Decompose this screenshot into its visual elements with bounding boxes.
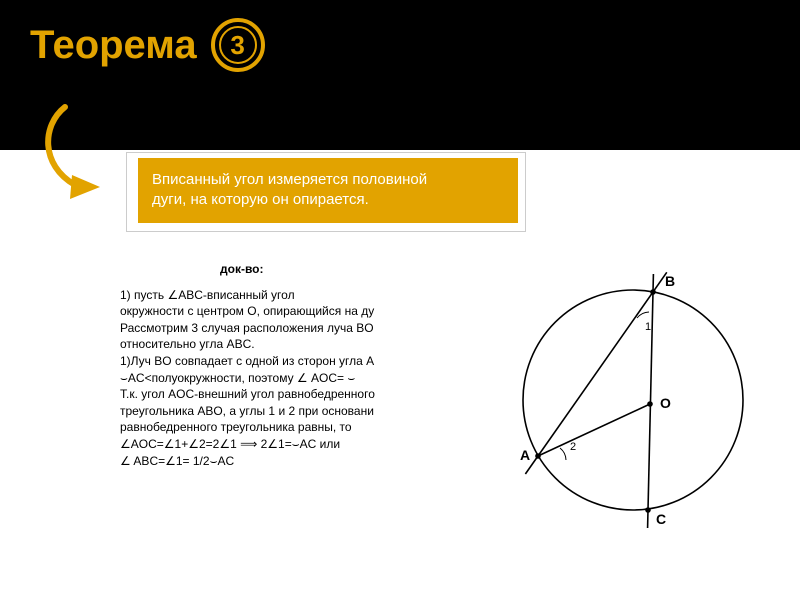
statement-line-2: дуги, на которую он опирается. (152, 191, 369, 208)
proof-line: ∠AOC=∠1+∠2=2∠1 ⟹ 2∠1=⌣AC или (120, 437, 475, 453)
point-label-A: A (520, 447, 530, 463)
badge-ring-inner: 3 (219, 26, 257, 64)
proof-line: относительно угла ABC. (120, 337, 475, 353)
segment-2 (538, 404, 650, 456)
proof-line: 1) пусть ∠ABC-вписанный угол (120, 288, 475, 304)
statement-line-1: Вписанный угол измеряется половиной (152, 171, 427, 188)
angle-label-1: 1 (645, 321, 651, 333)
circle (523, 290, 743, 510)
proof-lines: 1) пусть ∠ABC-вписанный уголокружности с… (120, 288, 475, 470)
proof-line: Т.к. угол AOC-внешний угол равнобедренно… (120, 387, 475, 403)
slide: Теорема 3 Вписанный угол измеряется поло… (0, 0, 800, 600)
proof-line: Рассмотрим 3 случая расположения луча BO (120, 321, 475, 337)
proof-line: ⌣AC<полуокружности, поэтому ∠ AOC= ⌣ (120, 371, 475, 387)
geometry-diagram: B O A C 1 2 (498, 260, 768, 550)
proof-line: равнобедренного треугольника равны, то (120, 420, 475, 436)
badge-number: 3 (230, 32, 244, 58)
angle-label-2: 2 (570, 441, 576, 453)
point-O (647, 401, 653, 407)
proof-line: 1)Луч BO совпадает с одной из сторон угл… (120, 354, 475, 370)
proof-line: треугольника ABO, а углы 1 и 2 при основ… (120, 404, 475, 420)
title-text: Теорема (30, 23, 197, 68)
point-label-B: B (665, 273, 675, 289)
point-C (645, 507, 651, 513)
point-label-O: O (660, 395, 671, 411)
curved-arrow-icon (30, 95, 140, 205)
angle-arc-2 (560, 448, 566, 460)
arrow-shaft (48, 107, 75, 185)
point-A (535, 453, 541, 459)
point-label-C: C (656, 511, 666, 527)
proof-line: окружности с центром O, опирающийся на д… (120, 304, 475, 320)
arrow-head (70, 175, 100, 199)
diagram-svg: B O A C 1 2 (498, 260, 768, 550)
proof-header: док-во: (220, 262, 475, 278)
point-B (650, 289, 656, 295)
statement-box: Вписанный угол измеряется половиной дуги… (138, 158, 518, 223)
proof-block: док-во: 1) пусть ∠ABC-вписанный уголокру… (120, 262, 475, 470)
proof-line: ∠ ABC=∠1= 1/2⌣AC (120, 454, 475, 470)
theorem-number-badge: 3 (211, 18, 265, 72)
segment-1 (525, 272, 666, 474)
